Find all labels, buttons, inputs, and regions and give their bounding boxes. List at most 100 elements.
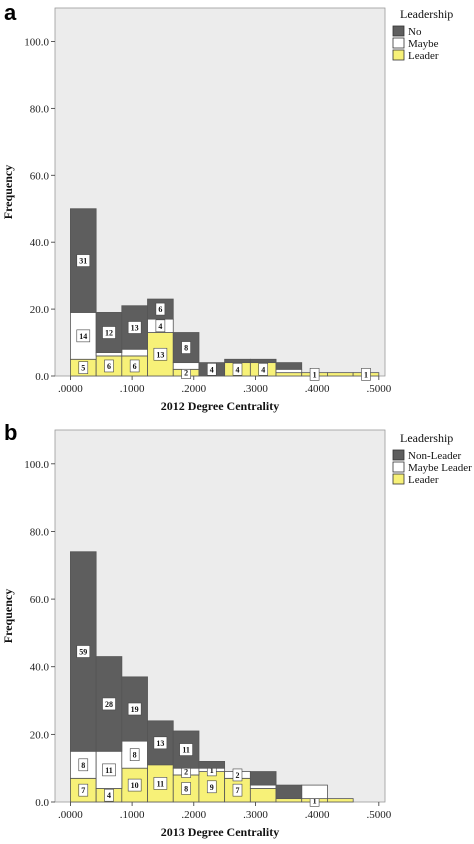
data-label-box [76,329,91,343]
data-label-box [232,363,243,376]
data-label: 7 [235,786,239,795]
bar-no [275,362,303,370]
data-label-box [102,326,116,339]
bar-no [224,358,251,364]
data-label-box [78,783,89,797]
data-label-box [258,363,269,376]
legend-entry: Maybe [408,38,439,50]
legend-entry: No [408,26,422,38]
data-label-box [155,319,166,333]
bar-no [70,208,97,313]
bar-maybe-leader [301,784,328,800]
chart-panel-b: b 0.0 20.0 40.0 60.0 80.0 100.0 .0000 .1000 .2000… [1,420,472,839]
data-label-box [102,697,116,711]
bar-non-leader [249,771,277,786]
data-label-box [232,783,243,797]
legend-title: Leadership [400,431,453,445]
data-label-box [179,743,193,756]
y-tick-label: 0.0 [35,371,49,383]
bar-leader [327,798,354,803]
y-tick-label: 60.0 [30,170,50,182]
y-tick-label: 40.0 [30,237,50,249]
data-label: 13 [131,323,139,332]
data-label-box [78,361,89,374]
legend-swatch [392,473,405,485]
data-label: 11 [182,746,190,755]
data-label: 13 [156,739,164,748]
data-label-box [129,359,140,373]
y-tick-label: 40.0 [30,662,50,674]
data-label-box [127,321,142,334]
y-tick-label: 60.0 [30,594,50,606]
data-label: 4 [235,365,239,374]
data-label: 2 [235,771,239,780]
bar-leader [275,798,303,803]
y-tick-label: 80.0 [30,103,50,115]
legend-entry: Non-Leader [408,450,461,462]
data-label-box [153,777,168,790]
data-label: 4 [210,365,214,374]
data-label: 8 [81,761,85,770]
chart-panel-a: a 0.0 20.0 40.0 60.0 80.0 100.0 .0000 .1000 .2000… [1,0,453,413]
data-label: 13 [156,350,164,359]
bar-maybe [95,352,123,357]
bar-leader [275,372,303,377]
data-label-box [309,368,320,381]
bar-maybe-leader [249,784,277,789]
legend-entry: Maybe Leader [408,462,472,474]
data-label-box [129,748,140,761]
data-label: 1 [313,796,317,805]
y-tick-label: 100.0 [24,459,49,471]
x-tick-label: .5000 [366,383,391,395]
data-label: 9 [210,783,214,792]
data-label-box [206,363,217,376]
x-tick-label: .1000 [120,383,145,395]
data-label: 4 [107,791,111,800]
data-label: 8 [184,784,188,793]
y-tick-label: 80.0 [30,526,50,538]
y-axis-label: Frequency [1,165,15,219]
y-tick-label: 20.0 [30,304,50,316]
data-label: 28 [105,700,113,709]
legend-entry: Leader [408,50,439,62]
data-label: 11 [157,779,165,788]
data-label-box [153,736,168,750]
panel-letter: a [4,0,17,25]
x-axis-label: 2013 Degree Centrality [161,825,279,839]
x-axis-label: 2012 Degree Centrality [161,399,279,413]
data-label: 4 [158,322,162,331]
data-label-box [102,763,116,777]
data-label: 4 [261,365,265,374]
data-label-box [104,359,114,373]
legend-swatch [392,49,405,61]
bar-leader [249,788,277,803]
data-label-box [127,778,142,792]
data-label-box [76,645,91,658]
data-label: 6 [133,362,137,371]
bar-leader [327,372,354,377]
data-label-box [181,782,191,795]
data-label: 1 [210,766,214,775]
data-label-box [155,302,166,316]
x-tick-label: .2000 [181,809,206,821]
data-label: 31 [79,257,87,266]
data-label: 6 [107,362,111,371]
bar-non-leader [198,761,226,769]
data-label: 10 [131,781,139,790]
panel-letter: b [4,420,17,445]
data-label-box [232,768,243,782]
data-label-box [104,788,114,802]
x-tick-label: .1000 [120,809,145,821]
bar-no [249,358,277,364]
data-label-box [361,368,371,381]
data-label: 6 [158,305,162,314]
data-label: 8 [133,751,137,760]
x-tick-label: .3000 [243,809,268,821]
data-label: 14 [79,332,87,341]
y-tick-label: 20.0 [30,729,50,741]
data-label: 2 [184,768,188,777]
data-label-box [127,702,142,716]
x-tick-label: .4000 [305,809,330,821]
x-tick-label: .0000 [58,809,83,821]
legend-title: Leadership [400,7,453,21]
